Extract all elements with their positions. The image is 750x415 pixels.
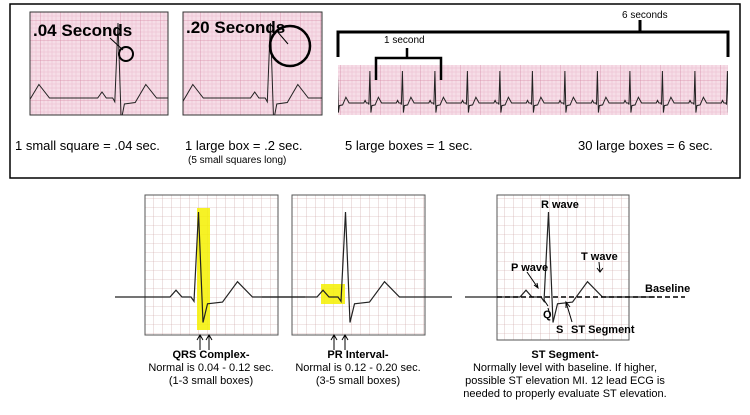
wave-label: Q [543, 309, 552, 321]
wave-label: Baseline [645, 283, 690, 295]
bracket [336, 20, 730, 57]
panel-text: Normal is 0.12 - 0.20 sec. [295, 362, 420, 374]
ecg-trace [183, 22, 322, 115]
wave-label: T wave [581, 251, 618, 263]
ecg-trace [262, 211, 452, 323]
panel-text: possible ST elevation MI. 12 lead ECG is [465, 375, 665, 387]
strip-label: .20 Seconds [186, 18, 285, 37]
strip-label: .04 Seconds [33, 21, 132, 40]
ecg-trace [30, 22, 168, 115]
grid-panel [496, 194, 630, 341]
caption: 30 large boxes = 6 sec. [578, 138, 713, 153]
wave-label: S [556, 324, 563, 336]
grid-panel [144, 194, 279, 336]
ecg-trace [338, 70, 728, 113]
wave-label: ST Segment [571, 324, 635, 336]
highlight-circle [268, 24, 312, 68]
pointer [109, 37, 124, 51]
panel-text: (1-3 small boxes) [169, 375, 253, 387]
label: 6 seconds [622, 10, 668, 21]
caption: 5 large boxes = 1 sec. [345, 138, 473, 153]
highlight-circle [118, 46, 134, 62]
panel-text: needed to properly evaluate ST elevation… [463, 388, 666, 400]
wave-label: R wave [541, 199, 579, 211]
panel-title: PR Interval- [327, 349, 388, 361]
bracket [374, 48, 443, 80]
panel-text: Normal is 0.04 - 0.12 sec. [148, 362, 273, 374]
caption: 1 large box = .2 sec. [185, 138, 302, 153]
panel-title: QRS Complex- [172, 349, 249, 361]
grid-panel [291, 194, 426, 336]
caption: 1 small square = .04 sec. [15, 138, 160, 153]
panel-text: (3-5 small boxes) [316, 375, 400, 387]
caption-note: (5 small squares long) [188, 155, 286, 166]
top-frame [9, 3, 741, 179]
pointer [275, 29, 289, 45]
panel-title: ST Segment- [531, 349, 599, 361]
arrows [196, 334, 349, 350]
label: 1 second [384, 35, 425, 46]
highlight [197, 208, 210, 330]
wave-label: P wave [511, 262, 548, 274]
ecg-trace [465, 211, 655, 323]
panel-text: Normally level with baseline. If higher, [473, 362, 657, 374]
ecg-trace [115, 211, 305, 323]
arrows [526, 261, 604, 323]
